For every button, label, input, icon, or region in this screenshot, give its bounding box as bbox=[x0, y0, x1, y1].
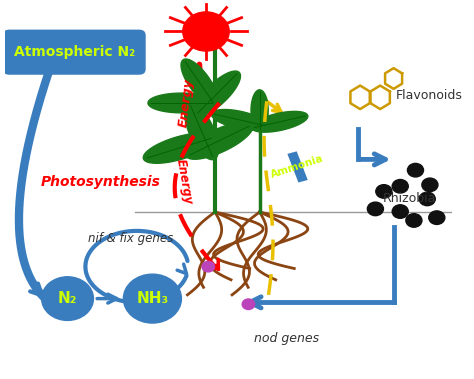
FancyBboxPatch shape bbox=[3, 30, 146, 75]
Polygon shape bbox=[186, 122, 253, 159]
Text: Rhizobia: Rhizobia bbox=[383, 193, 436, 205]
Polygon shape bbox=[251, 90, 268, 131]
Circle shape bbox=[422, 178, 438, 192]
Text: Energy: Energy bbox=[173, 158, 194, 206]
Circle shape bbox=[429, 211, 445, 224]
Circle shape bbox=[419, 192, 435, 206]
Text: nif & fix genes: nif & fix genes bbox=[88, 232, 173, 245]
Circle shape bbox=[406, 214, 422, 227]
Polygon shape bbox=[148, 93, 215, 113]
Polygon shape bbox=[287, 151, 308, 183]
Polygon shape bbox=[194, 71, 240, 116]
Circle shape bbox=[242, 299, 255, 310]
Text: nod genes: nod genes bbox=[254, 332, 319, 345]
Polygon shape bbox=[252, 111, 308, 132]
Circle shape bbox=[183, 12, 229, 51]
Text: NH₃: NH₃ bbox=[137, 291, 169, 306]
Circle shape bbox=[392, 180, 408, 193]
Text: Photosynthesis: Photosynthesis bbox=[41, 175, 161, 189]
Circle shape bbox=[42, 277, 93, 320]
Circle shape bbox=[408, 163, 423, 177]
Circle shape bbox=[123, 274, 182, 323]
Text: Atmospheric N₂: Atmospheric N₂ bbox=[14, 45, 135, 59]
Circle shape bbox=[367, 202, 383, 216]
Text: Energy: Energy bbox=[176, 78, 195, 128]
Text: Ammonia: Ammonia bbox=[270, 153, 325, 180]
Polygon shape bbox=[181, 59, 218, 105]
Polygon shape bbox=[143, 133, 215, 163]
Text: Flavonoids: Flavonoids bbox=[396, 89, 463, 102]
Text: N₂: N₂ bbox=[58, 291, 77, 306]
Circle shape bbox=[392, 205, 408, 218]
Circle shape bbox=[376, 185, 392, 198]
Polygon shape bbox=[184, 103, 219, 160]
Polygon shape bbox=[211, 110, 268, 130]
Circle shape bbox=[202, 262, 215, 272]
